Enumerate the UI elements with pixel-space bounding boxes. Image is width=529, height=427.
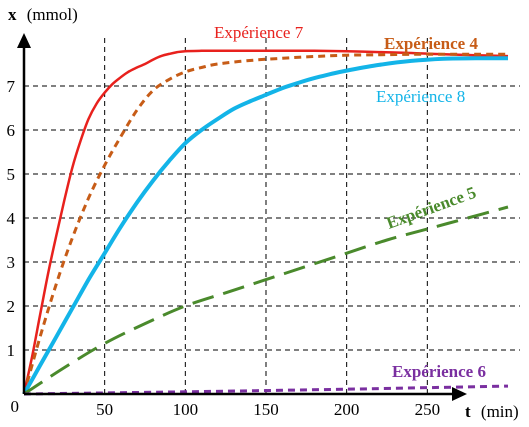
y-axis-unit: (mmol) [27,5,78,24]
y-tick-label: 1 [7,341,16,360]
y-tick-label: 2 [7,297,16,316]
x-tick-label: 200 [334,400,360,419]
series-line-1 [22,49,509,395]
x-tick-label: 250 [415,400,441,419]
series-label-experience-5: Expérience 5 [384,183,479,233]
x-axis-symbol: t [465,402,471,421]
y-tick-label: 7 [7,77,16,96]
tick-labels: 1 2 3 4 5 6 7 50 100 150 200 250 [7,77,441,419]
series-line-2 [22,52,508,395]
series-labels: Expérience 7 Expérience 4 Expérience 8 E… [214,23,486,381]
x-tick-label: 100 [173,400,199,419]
series-label-experience-7: Expérience 7 [214,23,304,42]
grid [24,38,520,394]
x-axis-title: t (min) [465,402,519,421]
axes [17,33,467,401]
origin-label: 0 [11,397,20,416]
series-line-3 [22,56,509,395]
y-tick-label: 3 [7,253,16,272]
y-axis-title: x (mmol) [8,5,78,24]
y-axis-arrow-icon [17,33,31,48]
series-label-experience-6: Expérience 6 [392,362,486,381]
x-axis-unit: (min) [481,402,519,421]
x-tick-label: 50 [96,400,113,419]
series-label-experience-4: Expérience 4 [384,34,478,53]
series-lines [22,49,509,396]
y-tick-label: 5 [7,165,16,184]
series-label-experience-8: Expérience 8 [376,87,465,106]
y-tick-label: 4 [7,209,16,228]
x-tick-label: 150 [253,400,279,419]
series-line-4 [23,205,509,396]
y-tick-label: 6 [7,121,16,140]
series-line-5 [23,384,509,396]
y-axis-symbol: x [8,5,17,24]
x-axis-arrow-icon [452,387,467,401]
